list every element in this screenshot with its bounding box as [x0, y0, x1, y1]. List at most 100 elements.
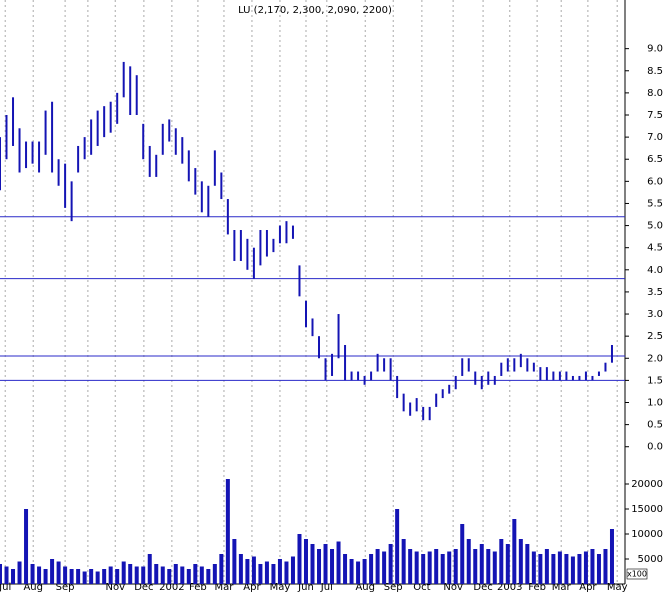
volume-bar: [603, 549, 608, 584]
x-tick-label: Nov: [105, 582, 125, 592]
x-tick-label: Apr: [579, 582, 597, 592]
volume-bar: [421, 554, 426, 584]
x-tick-label: 2003: [497, 582, 522, 592]
y-tick-label: 10000: [631, 529, 663, 540]
x-tick-label: Dec: [134, 582, 153, 592]
x-tick-label: Sep: [384, 582, 403, 592]
volume-bar: [505, 544, 510, 584]
volume-bar: [206, 569, 211, 584]
volume-bar: [557, 551, 562, 584]
volume-bar: [538, 554, 543, 584]
volume-bar: [369, 554, 374, 584]
y-tick-label: 5.0: [647, 221, 663, 232]
y-tick-label: 2.5: [647, 331, 663, 342]
volume-bar: [134, 566, 139, 584]
volume-bar: [264, 561, 269, 584]
volume-bar: [609, 529, 614, 584]
volume-bar: [225, 479, 230, 584]
volume-bar: [173, 564, 178, 584]
volume-bar: [551, 554, 556, 584]
x-tick-label: Oct: [413, 582, 430, 592]
volume-bar: [382, 551, 387, 584]
y-tick-label: 4.5: [647, 243, 663, 254]
volume-bar: [518, 539, 523, 584]
y-tick-label: 8.0: [647, 88, 663, 99]
y-tick-label: 0.0: [647, 442, 663, 453]
y-tick-label: 1.0: [647, 398, 663, 409]
volume-bar: [277, 559, 282, 584]
y-tick-label: 0.5: [647, 420, 663, 431]
x-tick-label: Mar: [215, 582, 235, 592]
x-tick-label: Sep: [56, 582, 75, 592]
volume-bar: [596, 554, 601, 584]
volume-bar: [108, 566, 113, 584]
volume-bar: [440, 554, 445, 584]
volume-bar: [258, 564, 263, 584]
chart-title: LU (2,170, 2,300, 2,090, 2200): [238, 5, 392, 16]
y-tick-label: 8.5: [647, 66, 663, 77]
x-tick-label: Aug: [355, 582, 375, 592]
volume-bar: [160, 566, 165, 584]
volume-bar: [434, 549, 439, 584]
x-tick-label: Feb: [528, 582, 546, 592]
volume-bar: [323, 544, 328, 584]
volume-bar: [82, 571, 87, 584]
volume-bar: [447, 551, 452, 584]
unit-box: [626, 568, 648, 580]
x-tick-label: Jun: [297, 582, 314, 592]
volume-bar: [466, 539, 471, 584]
volume-bar: [388, 544, 393, 584]
volume-bar: [63, 566, 68, 584]
volume-bar: [512, 519, 517, 584]
volume-bar: [102, 569, 107, 584]
volume-bar: [89, 569, 94, 584]
volume-bar: [121, 561, 126, 584]
volume-bar: [11, 569, 16, 584]
volume-bar: [4, 566, 9, 584]
y-tick-label: 4.0: [647, 265, 663, 276]
volume-bar: [427, 551, 432, 584]
volume-bar: [193, 564, 198, 584]
volume-bar: [303, 539, 308, 584]
volume-bar: [154, 564, 159, 584]
volume-bar: [76, 569, 81, 584]
volume-bar: [24, 509, 29, 584]
y-tick-label: 5000: [638, 554, 663, 565]
volume-bar: [525, 544, 530, 584]
volume-bar: [271, 564, 276, 584]
volume-bar: [590, 549, 595, 584]
volume-bar: [479, 544, 484, 584]
volume-bar: [186, 569, 191, 584]
volume-bar: [251, 556, 256, 584]
volume-bar: [317, 549, 322, 584]
volume-bar: [232, 539, 237, 584]
x-tick-label: Apr: [243, 582, 261, 592]
volume-bar: [414, 551, 419, 584]
volume-bar: [330, 549, 335, 584]
y-tick-label: 1.5: [647, 375, 663, 386]
x-tick-label: Jul: [0, 582, 11, 592]
volume-bar: [460, 524, 465, 584]
x-tick-label: Dec: [473, 582, 492, 592]
volume-bar: [50, 559, 55, 584]
volume-bar: [128, 564, 133, 584]
y-tick-label: 2.0: [647, 353, 663, 364]
volume-bar: [245, 559, 250, 584]
y-tick-label: 6.0: [647, 176, 663, 187]
volume-bar: [343, 554, 348, 584]
volume-unit: x100: [627, 570, 647, 579]
volume-bar: [531, 551, 536, 584]
volume-bar: [544, 549, 549, 584]
y-tick-label: 5.5: [647, 198, 663, 209]
volume-bar: [492, 551, 497, 584]
volume-bar: [473, 549, 478, 584]
volume-bar: [401, 539, 406, 584]
volume-bar: [375, 549, 380, 584]
volume-bar: [95, 571, 100, 584]
volume-bar: [349, 559, 354, 584]
volume-bar: [238, 554, 243, 584]
volume-bar: [453, 549, 458, 584]
volume-bar: [0, 564, 2, 584]
x-tick-label: Feb: [189, 582, 207, 592]
